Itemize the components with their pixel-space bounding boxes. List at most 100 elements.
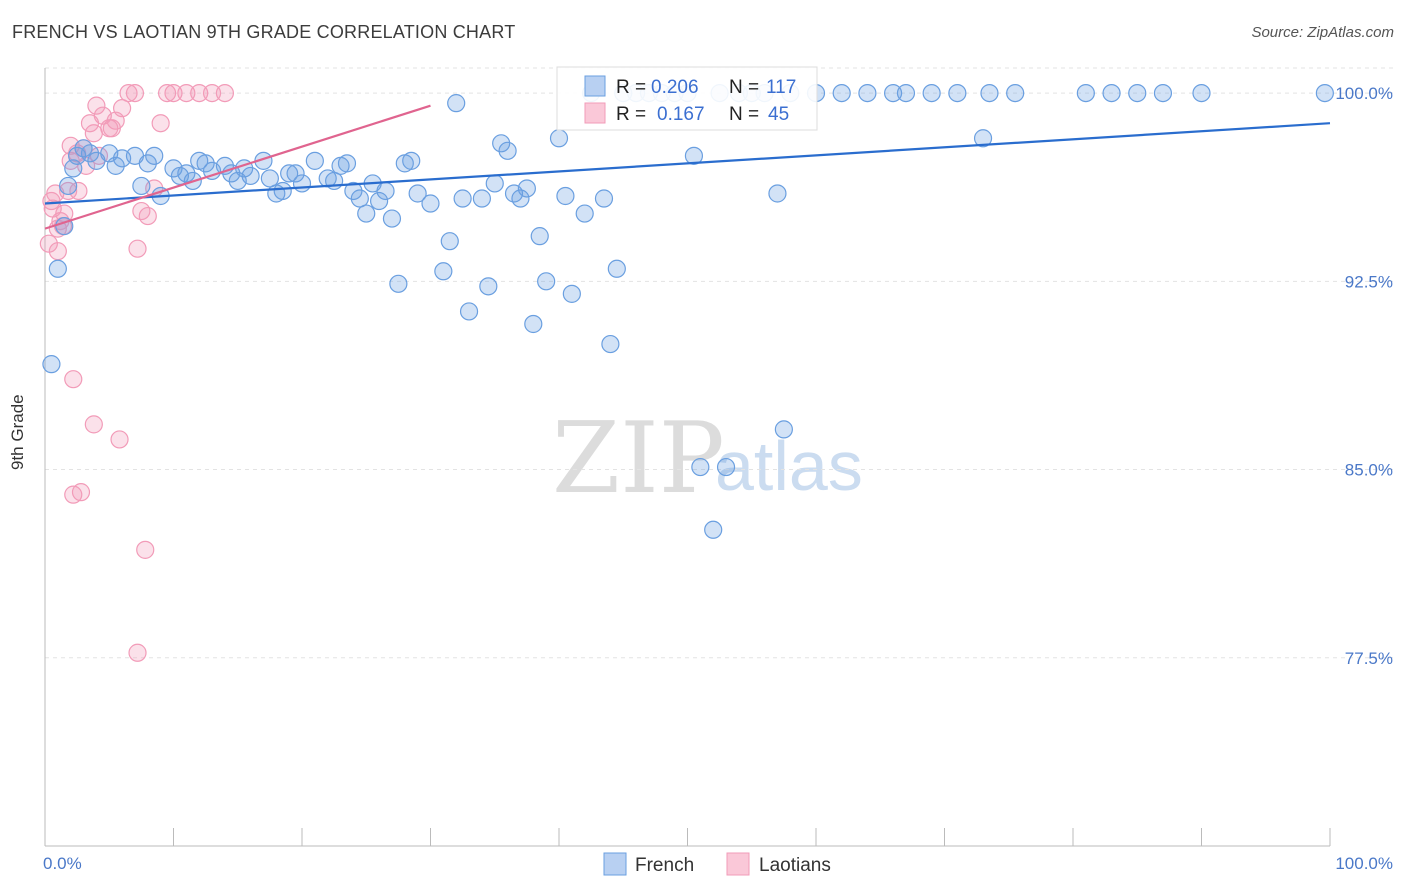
french-point <box>1006 83 1025 103</box>
laotians-point <box>190 83 209 103</box>
french-point <box>132 176 151 196</box>
french-point <box>832 83 851 103</box>
bottom-legend: French Laotians <box>603 852 831 876</box>
laotians-point <box>48 242 67 261</box>
french-r-value: 0.206 <box>651 77 699 98</box>
french-point <box>716 457 736 477</box>
french-point <box>196 154 215 173</box>
watermark-zip: ZIP <box>552 402 725 516</box>
laotians-point <box>87 96 106 115</box>
laotians-n-label: N = <box>729 104 759 125</box>
chart-title: FRENCH VS LAOTIAN 9TH GRADE CORRELATION … <box>12 22 516 42</box>
french-point <box>138 154 157 173</box>
french-point <box>980 83 999 103</box>
french-point <box>459 302 479 321</box>
french-point <box>575 204 594 223</box>
french-point <box>260 169 279 188</box>
laotians-point <box>110 430 129 449</box>
french-point <box>530 227 549 246</box>
laotians-point <box>119 83 138 103</box>
french-point <box>273 181 292 201</box>
french-point <box>241 166 260 186</box>
french-trend-line <box>44 122 1331 205</box>
french-point <box>517 179 536 198</box>
laotians-point <box>59 181 78 201</box>
french-point <box>1102 83 1121 103</box>
y-tick-label: 92.5% <box>1345 272 1393 291</box>
french-point <box>1192 83 1211 103</box>
french-point <box>447 94 466 113</box>
watermark-atlas: atlas <box>715 427 863 505</box>
french-stat-swatch <box>584 75 606 97</box>
french-point <box>883 83 903 103</box>
laotians-stat-swatch <box>584 102 606 124</box>
french-point <box>1128 83 1147 103</box>
french-r-label: R = <box>616 77 646 98</box>
french-point <box>768 184 787 203</box>
legend-french-swatch <box>603 852 627 876</box>
laotians-point <box>128 239 147 258</box>
y-tick-label: 85.0% <box>1345 461 1393 480</box>
laotians-point <box>42 191 61 211</box>
french-point <box>684 146 704 165</box>
french-point <box>774 420 793 439</box>
french-point <box>402 151 421 170</box>
french-point <box>408 184 427 203</box>
laotians-point <box>202 83 222 103</box>
french-point <box>106 156 125 175</box>
laotians-r-value: 0.167 <box>657 104 705 125</box>
french-point <box>59 176 78 196</box>
french-point <box>440 232 459 251</box>
french-point <box>472 189 491 208</box>
french-point <box>511 189 530 208</box>
french-point <box>337 154 357 173</box>
french-point <box>177 164 196 183</box>
french-point <box>280 164 299 183</box>
stats-legend-box: R = 0.206 N = 117 R = 0.167 N = 45 <box>556 66 818 131</box>
laotians-point <box>71 483 91 502</box>
laotians-point <box>151 114 170 133</box>
laotians-trend-line <box>44 104 431 230</box>
french-point <box>549 129 569 148</box>
french-point <box>498 141 517 160</box>
french-point <box>691 457 710 477</box>
french-point <box>145 146 164 165</box>
y-tick-labels: 77.5% 85.0% 92.5% 100.0% <box>1335 84 1393 668</box>
french-point <box>453 189 472 208</box>
french-point <box>286 164 305 183</box>
french-point <box>421 194 440 213</box>
legend-french-label: French <box>635 855 694 876</box>
french-point <box>80 144 100 163</box>
laotians-point <box>84 415 103 434</box>
french-point <box>479 277 498 296</box>
french-n-value: 117 <box>766 77 796 98</box>
french-point <box>305 151 324 170</box>
x-ticks <box>44 828 1331 846</box>
laotians-point <box>125 83 145 103</box>
watermark: ZIP atlas <box>552 402 863 516</box>
french-point <box>292 174 312 193</box>
french-point <box>704 520 723 539</box>
french-point <box>524 314 543 334</box>
laotians-point <box>69 181 88 201</box>
grid-lines <box>45 67 1395 659</box>
french-point <box>594 189 614 208</box>
laotians-point <box>136 540 155 559</box>
french-point <box>556 186 575 206</box>
french-point <box>370 191 389 211</box>
laotians-n-value: 45 <box>768 104 789 125</box>
french-point <box>601 334 620 354</box>
french-point <box>607 259 626 278</box>
french-point <box>562 284 581 303</box>
french-point <box>1076 83 1095 103</box>
french-point <box>350 189 369 208</box>
laotians-point <box>128 643 147 662</box>
legend-laotians-label: Laotians <box>759 855 831 876</box>
laotians-point <box>112 99 132 118</box>
y-tick-label: 77.5% <box>1345 649 1393 668</box>
laotians-point <box>215 83 234 103</box>
legend-laotians-swatch <box>726 852 750 876</box>
source-label: Source: ZipAtlas.com <box>1251 24 1394 41</box>
french-point <box>973 129 993 148</box>
